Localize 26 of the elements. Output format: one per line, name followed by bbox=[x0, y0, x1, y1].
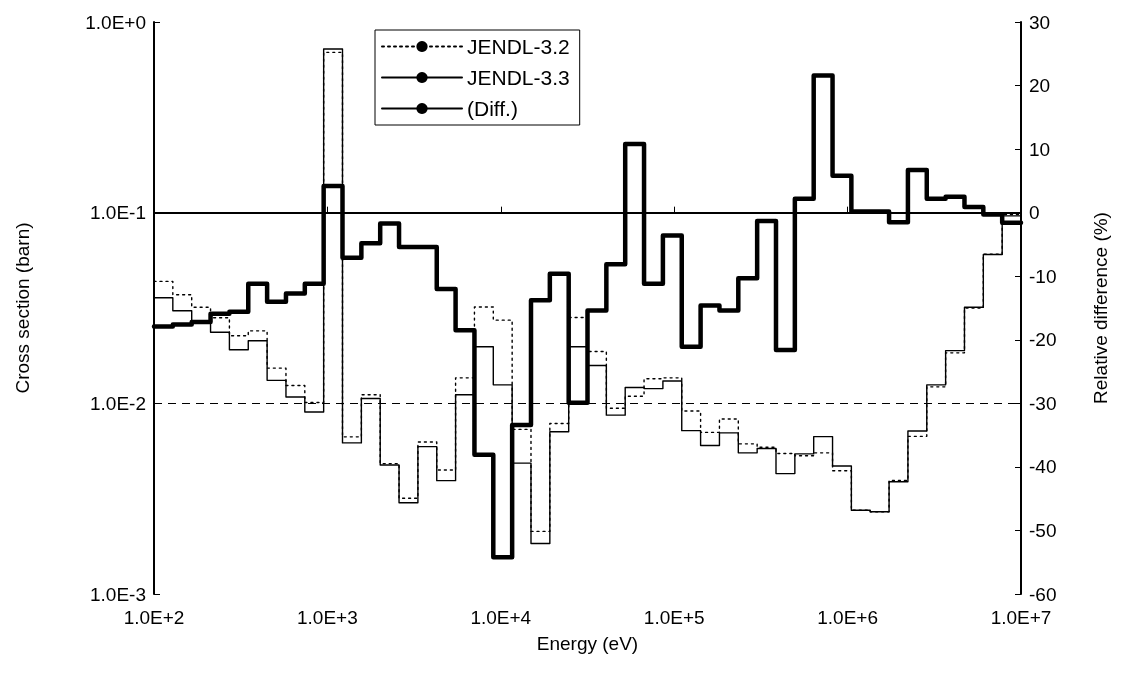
x-tick-label: 1.0E+2 bbox=[123, 607, 185, 628]
x-tick-label: 1.0E+4 bbox=[470, 607, 532, 628]
y-tick-label: 1.0E-3 bbox=[90, 583, 146, 605]
legend-label: JENDL-3.2 bbox=[467, 35, 570, 58]
x-axis-title: Energy (eV) bbox=[536, 633, 639, 654]
y2-tick-label: -10 bbox=[1029, 265, 1057, 287]
y2-tick-label: 10 bbox=[1029, 138, 1051, 160]
x-tick-label: 1.0E+3 bbox=[297, 607, 358, 628]
y-axis-title: Cross section (barn) bbox=[12, 222, 33, 394]
y2-tick-label: 30 bbox=[1029, 11, 1051, 33]
y2-tick-label: -60 bbox=[1029, 583, 1057, 605]
y2-tick-label: 0 bbox=[1029, 202, 1040, 224]
x-tick-label: 1.0E+7 bbox=[990, 607, 1052, 628]
y2-axis-title: Relative difference (%) bbox=[1090, 212, 1111, 404]
legend-label: (Diff.) bbox=[467, 97, 518, 120]
y2-tick-label: -40 bbox=[1029, 456, 1057, 478]
y2-tick-label: -30 bbox=[1029, 392, 1057, 414]
y-tick-label: 1.0E-2 bbox=[90, 392, 146, 414]
y-tick-label: 1.0E-1 bbox=[90, 202, 146, 224]
legend-label: JENDL-3.3 bbox=[467, 66, 570, 89]
y2-tick-label: 20 bbox=[1029, 75, 1051, 97]
y2-tick-label: -50 bbox=[1029, 519, 1057, 541]
x-tick-label: 1.0E+5 bbox=[643, 607, 705, 628]
y-tick-label: 1.0E+0 bbox=[85, 11, 146, 33]
y2-tick-label: -20 bbox=[1029, 329, 1057, 351]
x-tick-label: 1.0E+6 bbox=[817, 607, 878, 628]
